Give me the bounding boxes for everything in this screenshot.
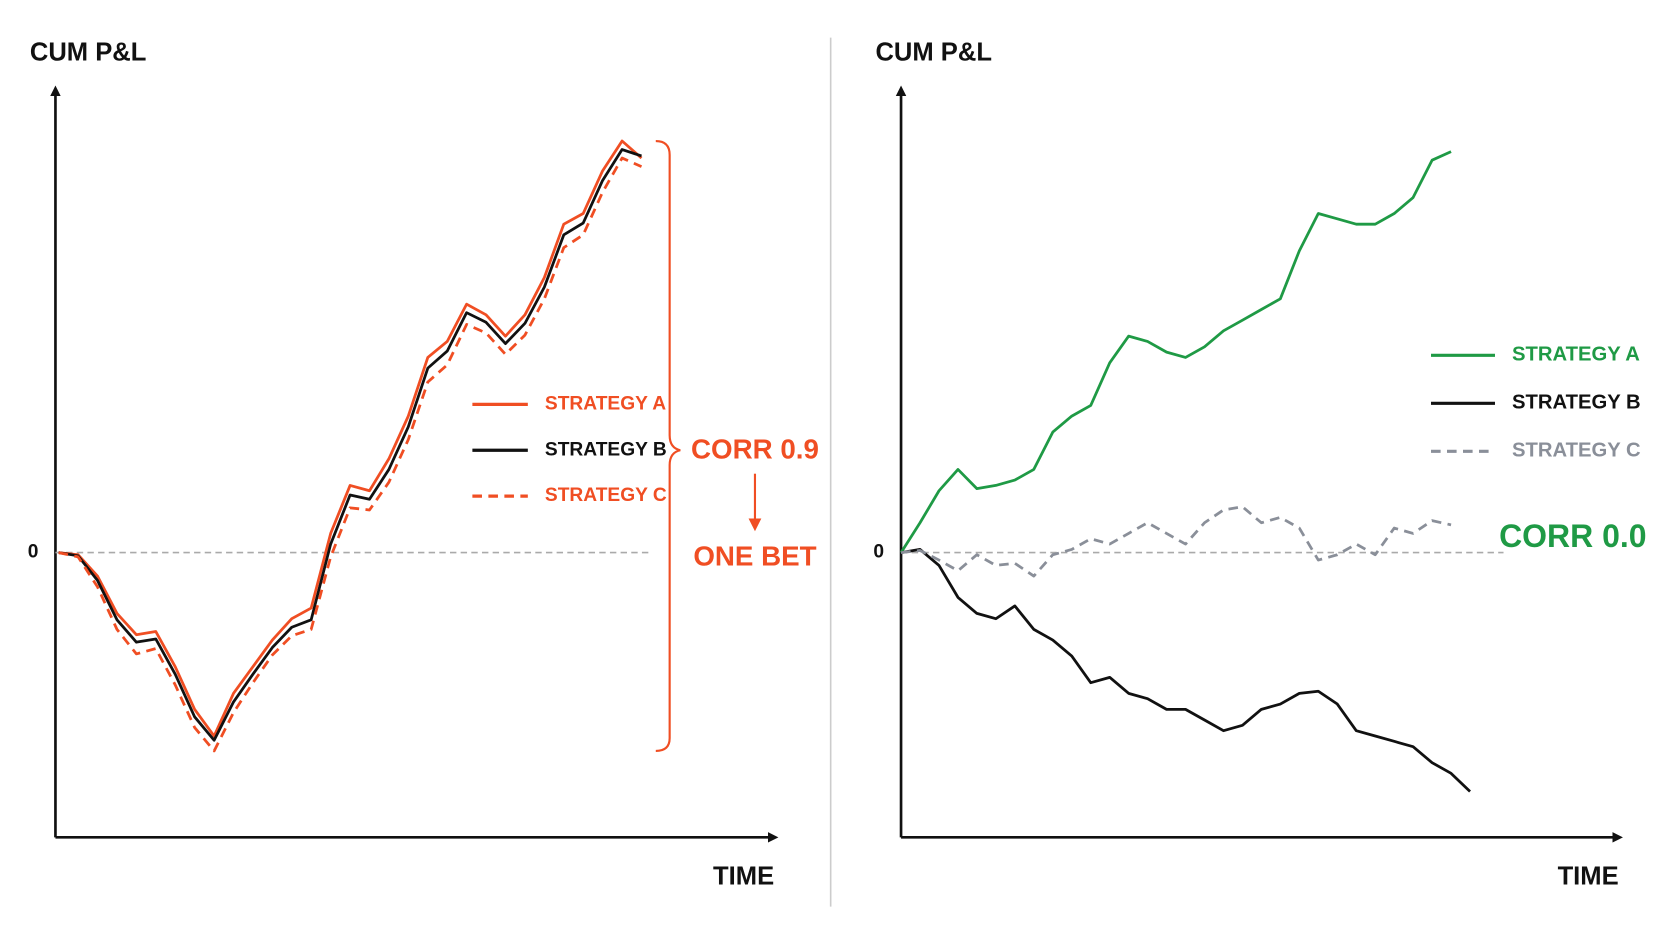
y-tick-label: 0	[873, 542, 884, 563]
brace	[655, 139, 681, 753]
y-tick-label: 0	[28, 542, 39, 563]
annotation: ONE BET	[693, 540, 816, 571]
series-line	[900, 548, 1471, 793]
x-axis-label: TIME	[713, 863, 774, 891]
legend-label: STRATEGY B	[545, 439, 667, 460]
series-line	[58, 139, 643, 738]
annotation: CORR 0.0	[1499, 518, 1646, 554]
series-line	[58, 156, 643, 753]
y-axis-label: CUM P&L	[875, 38, 992, 66]
legend-label: STRATEGY C	[545, 485, 667, 506]
series-line	[899, 150, 1452, 554]
series-line	[58, 148, 642, 742]
legend-label: STRATEGY C	[1512, 440, 1641, 462]
series-line	[900, 505, 1452, 578]
x-axis-label: TIME	[1558, 863, 1619, 891]
legend-label: STRATEGY A	[1512, 344, 1640, 366]
y-axis-label: CUM P&L	[30, 38, 147, 66]
legend-label: STRATEGY B	[1512, 392, 1641, 414]
annotation: CORR 0.9	[691, 434, 819, 465]
legend-label: STRATEGY A	[545, 393, 666, 414]
